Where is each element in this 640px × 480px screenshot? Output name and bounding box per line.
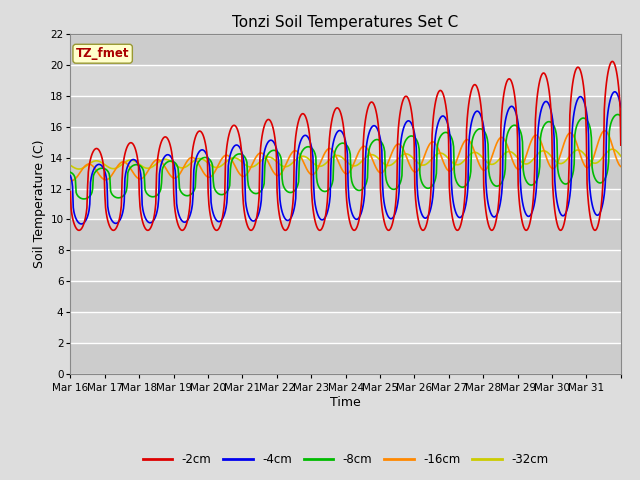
Bar (70, 251, 621, 281)
Title: Tonzi Soil Temperatures Set C: Tonzi Soil Temperatures Set C (232, 15, 459, 30)
Bar (70, 219, 621, 251)
Bar (70, 65, 621, 96)
Bar (70, 312, 621, 343)
Bar (70, 157, 621, 189)
Bar (70, 127, 621, 157)
Legend: -2cm, -4cm, -8cm, -16cm, -32cm: -2cm, -4cm, -8cm, -16cm, -32cm (138, 448, 553, 471)
Bar (70, 189, 621, 219)
Text: TZ_fmet: TZ_fmet (76, 47, 129, 60)
X-axis label: Time: Time (330, 396, 361, 409)
Y-axis label: Soil Temperature (C): Soil Temperature (C) (33, 140, 46, 268)
Bar (70, 96, 621, 127)
Bar (70, 343, 621, 374)
Bar (70, 281, 621, 312)
Bar (70, 34, 621, 65)
